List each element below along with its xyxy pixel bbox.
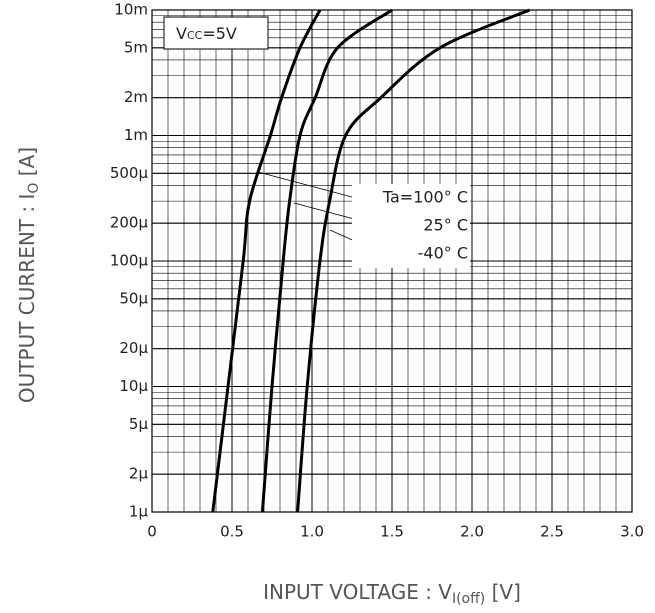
y-tick-label: 2m: [124, 88, 148, 106]
y-tick-label: 2μ: [129, 465, 149, 483]
y-tick-label: 1m: [124, 126, 148, 144]
annotation-box: [352, 184, 470, 268]
labels: 0 0.5 1.0 1.5 2.0 2.5 3.0 10m 5m 2m 1m 500μ 200μ 100μ…: [15, 1, 644, 608]
annotation: Ta=100° C: [382, 188, 468, 207]
x-axis-title-text: INPUT VOLTAGE : V: [263, 580, 452, 604]
y-axis-title-text: OUTPUT CURRENT : I: [15, 194, 39, 403]
y-axis-title: OUTPUT CURRENT : IO [A]: [15, 147, 43, 403]
curve: [211, 9, 322, 513]
annotation: -40° C: [418, 244, 468, 263]
y-tick-label: 5μ: [129, 415, 149, 433]
x-tick-label: 3.0: [620, 523, 644, 541]
x-tick-label: 0.5: [220, 523, 244, 541]
y-tick-label: 1μ: [129, 503, 149, 521]
curves: [211, 8, 531, 513]
y-tick-label: 10μ: [119, 377, 148, 395]
condition-box: [163, 16, 269, 50]
leader-line: [257, 171, 353, 198]
x-axis-title-suffix: [V]: [485, 580, 521, 604]
y-axis-title-suffix: [A]: [15, 147, 39, 183]
x-tick-label: 0: [147, 523, 157, 541]
x-axis-title-sub: I(off): [452, 591, 485, 607]
curve: [260, 8, 393, 513]
y-tick-label: 500μ: [110, 164, 149, 182]
annotation: 25° C: [423, 216, 468, 235]
condition-sub: CC: [187, 29, 203, 42]
condition-text: V: [176, 24, 187, 43]
x-tick-label: 1.5: [380, 523, 404, 541]
y-tick-label: 20μ: [119, 339, 148, 357]
y-tick-label: 10m: [114, 1, 148, 19]
y-tick-label: 5m: [124, 38, 148, 56]
condition-suffix: =5V: [202, 24, 237, 43]
y-tick-label: 100μ: [110, 252, 149, 270]
y-tick-label: 200μ: [110, 214, 149, 232]
x-tick-label: 2.0: [460, 523, 484, 541]
y-tick-label: 50μ: [119, 289, 148, 307]
y-axis-title-sub: O: [26, 183, 42, 194]
x-axis-title: INPUT VOLTAGE : VI(off) [V]: [263, 580, 521, 608]
curve: [296, 8, 531, 513]
condition: VCC=5V: [176, 24, 237, 43]
x-tick-label: 2.5: [540, 523, 564, 541]
x-tick-label: 1.0: [300, 523, 324, 541]
